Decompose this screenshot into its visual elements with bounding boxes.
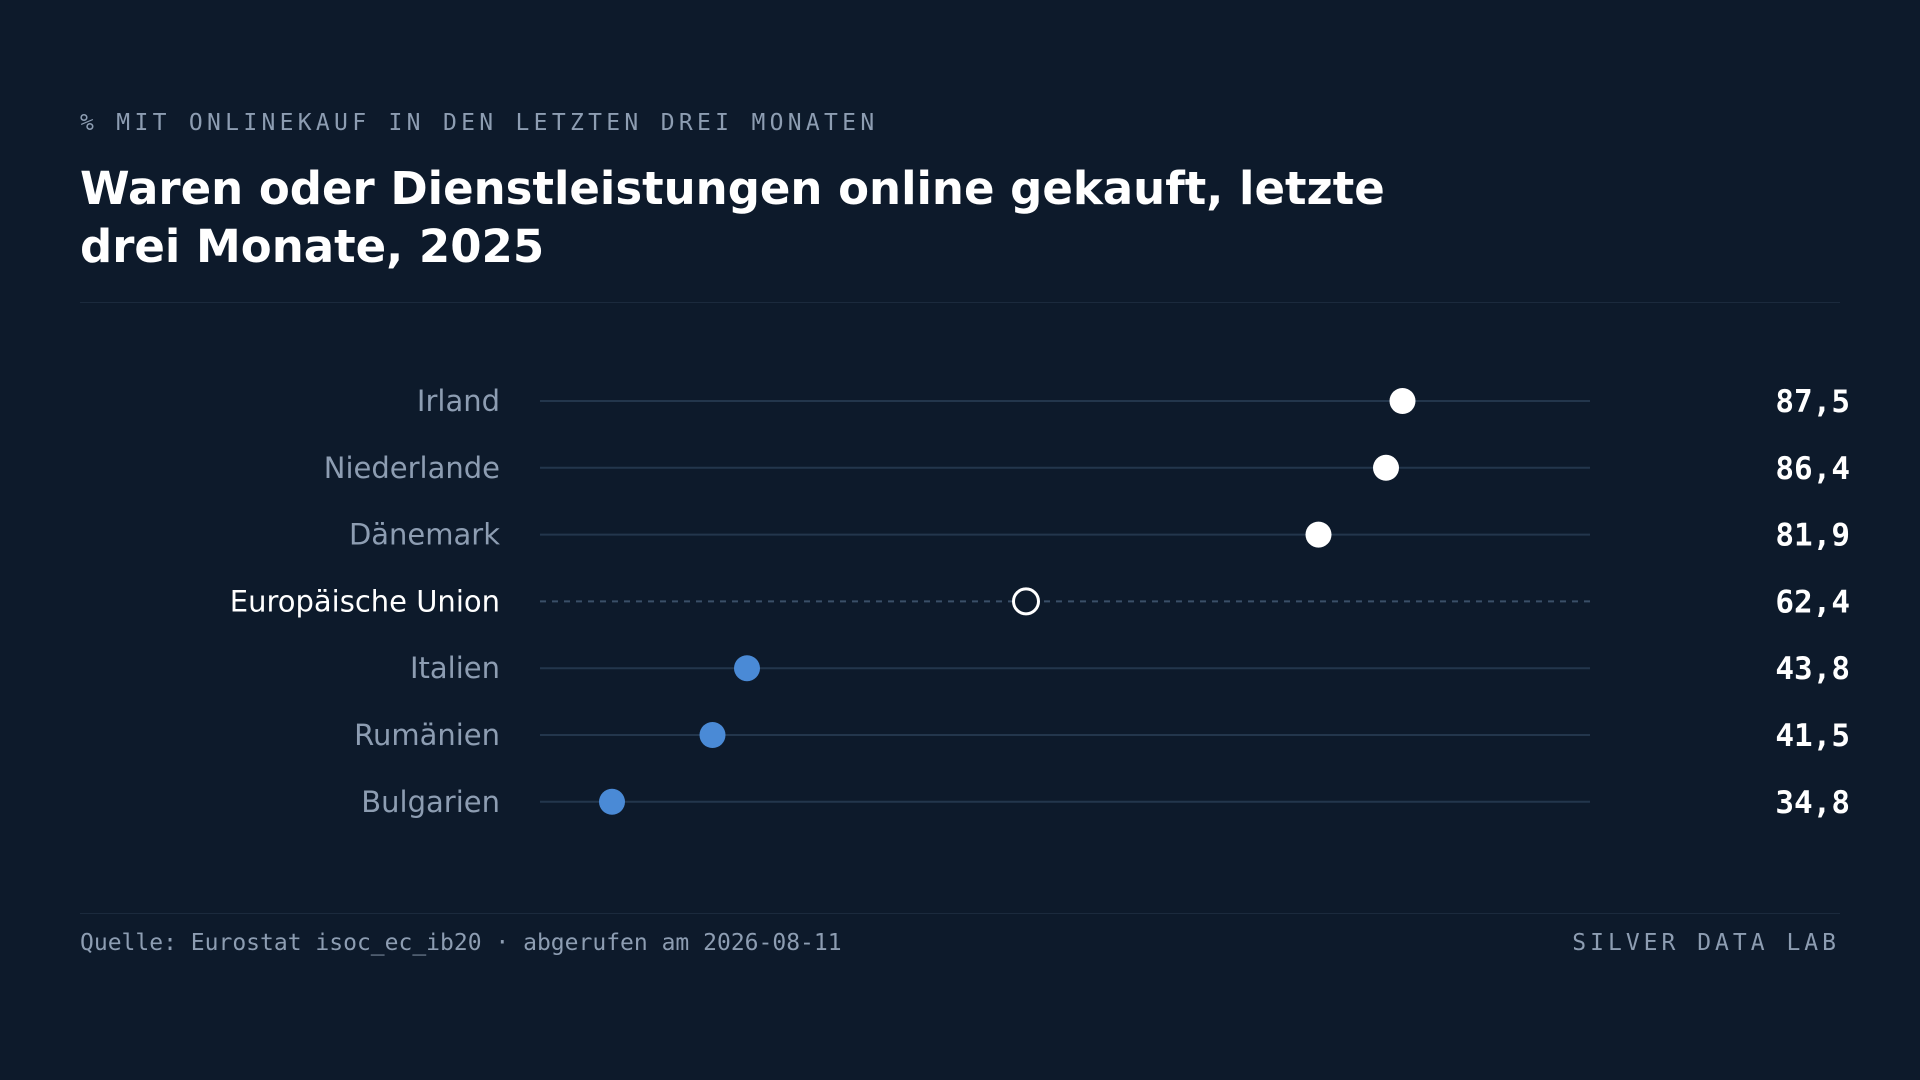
value-label: 62,4 <box>1775 584 1850 620</box>
value-label: 81,9 <box>1775 518 1850 554</box>
data-point-europäische-union <box>1012 587 1040 616</box>
data-point-dänemark <box>1305 521 1332 548</box>
category-label: Bulgarien <box>361 785 500 819</box>
chart-kicker: % MIT ONLINEKAUF IN DEN LETZTEN DREI MON… <box>80 110 879 136</box>
header-divider <box>80 302 1840 303</box>
brand-label: SILVER DATA LAB <box>1572 930 1840 956</box>
category-label: Europäische Union <box>230 584 500 618</box>
category-label: Italien <box>410 651 500 685</box>
value-label: 87,5 <box>1775 384 1850 420</box>
data-point-irland <box>1389 388 1416 414</box>
chart-title: Waren oder Dienstleistungen online gekau… <box>80 162 1385 273</box>
category-label: Niederlande <box>324 451 500 485</box>
value-label: 41,5 <box>1775 718 1850 754</box>
category-label: Dänemark <box>349 518 500 552</box>
data-point-bulgarien <box>599 788 625 815</box>
category-label: Rumänien <box>354 718 500 752</box>
value-label: 34,8 <box>1775 785 1850 821</box>
value-label: 86,4 <box>1775 451 1850 487</box>
source-note: Quelle: Eurostat isoc_ec_ib20 · abgerufe… <box>80 930 842 956</box>
data-point-italien <box>734 655 760 682</box>
footer-divider <box>80 913 1840 914</box>
data-point-rumänien <box>699 722 726 748</box>
value-label: 43,8 <box>1775 651 1850 687</box>
data-point-niederlande <box>1373 454 1399 481</box>
category-label: Irland <box>417 384 500 418</box>
